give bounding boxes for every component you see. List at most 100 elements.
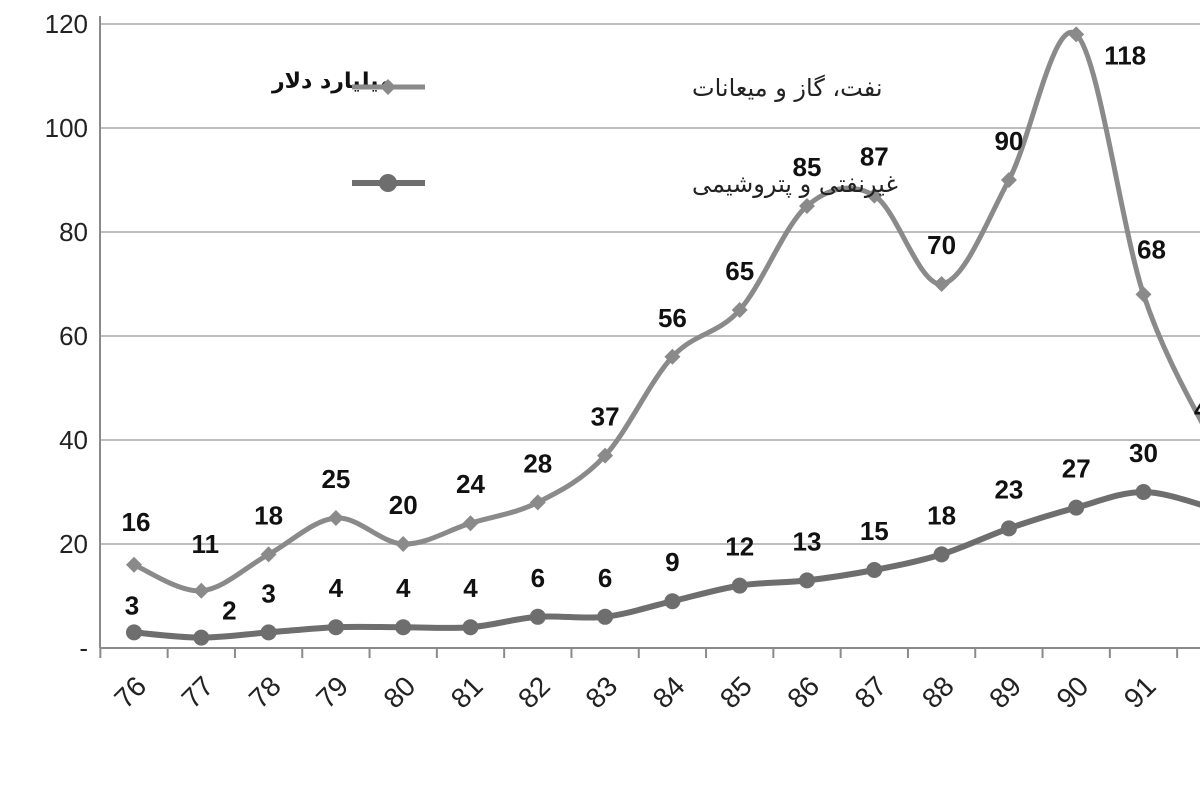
data-label-oil: 24	[456, 469, 485, 499]
legend-item-oil: نفت، گاز و میعانات	[352, 74, 883, 102]
data-label-nonoil: 23	[994, 474, 1023, 504]
data-point-oil	[1000, 172, 1017, 188]
data-point-oil	[933, 276, 950, 292]
data-label-oil: 18	[254, 500, 283, 530]
unit-label: میلیارد دلار	[271, 69, 393, 94]
data-label-oil: 56	[658, 303, 687, 333]
data-label-oil: 90	[994, 126, 1023, 156]
data-point-nonoil	[664, 593, 681, 610]
data-point-oil	[462, 515, 479, 532]
data-label-nonoil: 6	[598, 563, 612, 593]
data-label-nonoil: 15	[860, 516, 889, 546]
data-label-oil: 28	[523, 448, 552, 478]
data-point-oil	[260, 546, 277, 563]
data-point-oil	[731, 302, 748, 318]
data-label-oil: 16	[122, 507, 151, 537]
data-point-oil	[327, 510, 344, 526]
data-point-nonoil	[731, 577, 748, 594]
data-label-nonoil: 6	[531, 563, 545, 593]
data-point-nonoil	[260, 624, 277, 641]
y-tick-label: 80	[59, 217, 88, 247]
data-label-nonoil: 3	[125, 590, 139, 620]
data-point-nonoil	[1000, 520, 1017, 537]
data-label-nonoil: 12	[725, 532, 754, 562]
gridlines	[100, 23, 1200, 545]
data-label-oil: 85	[793, 152, 822, 182]
data-labels: 1611182520242837566585877090118684323444…	[122, 40, 1200, 625]
legend-item-nonoil: غیرنفتی و پتروشیمی	[352, 170, 898, 198]
x-tick-label: 91	[1118, 670, 1162, 714]
data-label-nonoil: 2	[222, 596, 236, 626]
data-point-nonoil	[529, 608, 546, 625]
data-label-oil: 68	[1137, 234, 1166, 264]
data-point-nonoil	[799, 572, 815, 589]
data-label-oil: 11	[192, 529, 220, 559]
data-point-nonoil	[327, 619, 344, 636]
y-axis: - 20 40 60 80 100 120	[45, 9, 101, 663]
x-tick-label: 77	[176, 670, 220, 714]
y-tick-label: -	[79, 633, 88, 663]
y-tick-label: 120	[45, 9, 88, 39]
x-tick-label: 87	[849, 670, 893, 714]
data-label-oil: 118	[1104, 40, 1146, 70]
legend-label-oil: نفت، گاز و میعانات	[692, 74, 883, 102]
data-point-oil	[193, 582, 210, 599]
data-point-nonoil	[462, 619, 479, 636]
data-label-nonoil: 18	[927, 500, 956, 530]
data-point-oil	[126, 556, 142, 573]
x-tick-label: 81	[445, 670, 489, 714]
x-tick-label: 83	[579, 670, 623, 714]
x-tick-label: 90	[1050, 670, 1094, 714]
data-point-oil	[799, 198, 815, 214]
data-point-oil	[866, 187, 883, 204]
y-tick-label: 40	[59, 425, 88, 455]
data-point-nonoil	[126, 624, 142, 641]
x-tick-label: 84	[647, 670, 691, 714]
data-label-nonoil: 30	[1129, 438, 1158, 468]
data-point-oil	[529, 494, 546, 511]
data-point-nonoil	[1135, 484, 1152, 500]
data-label-nonoil: 4	[463, 573, 478, 603]
data-point-nonoil	[597, 608, 614, 625]
y-tick-label: 20	[59, 529, 88, 559]
data-label-nonoil: 9	[665, 547, 679, 577]
data-label-oil: 25	[321, 464, 350, 494]
data-point-oil	[597, 447, 614, 464]
data-point-oil	[395, 536, 412, 552]
data-label-nonoil: 27	[1062, 454, 1091, 484]
data-point-oil	[1068, 26, 1085, 43]
legend-marker-oil	[380, 79, 396, 95]
data-point-oil	[1135, 286, 1152, 303]
x-tick-label: 88	[916, 670, 960, 714]
data-label-oil: 87	[860, 142, 889, 172]
data-point-oil	[664, 348, 681, 365]
y-tick-label: 60	[59, 321, 88, 351]
data-point-nonoil	[1068, 499, 1085, 516]
x-tick-label: 82	[512, 670, 556, 714]
data-label-oil: 70	[927, 230, 956, 260]
data-label-oil: 20	[389, 490, 418, 520]
data-label-oil: 4	[1194, 394, 1200, 424]
legend: نفت، گاز و میعانات غیرنفتی و پتروشیمی	[352, 74, 898, 198]
legend-label-nonoil: غیرنفتی و پتروشیمی	[692, 170, 898, 198]
data-point-nonoil	[866, 562, 883, 578]
data-label-nonoil: 4	[396, 573, 411, 603]
data-label-oil: 65	[725, 256, 754, 286]
data-point-nonoil	[933, 546, 950, 563]
y-tick-label: 100	[45, 113, 88, 143]
legend-marker-nonoil	[379, 174, 397, 192]
x-tick-label: 79	[310, 670, 354, 714]
data-label-nonoil: 13	[793, 526, 822, 556]
x-tick-label: 89	[983, 670, 1027, 714]
data-label-oil: 37	[591, 402, 620, 432]
data-point-nonoil	[395, 619, 412, 636]
x-tick-label: 85	[714, 670, 758, 714]
x-tick-label: 78	[243, 670, 287, 714]
x-tick-label: 76	[108, 670, 152, 714]
x-tick-label: 80	[377, 670, 421, 714]
data-label-nonoil: 3	[261, 578, 275, 608]
data-label-nonoil: 4	[329, 573, 344, 603]
x-tick-label: 86	[781, 670, 825, 714]
series-group	[126, 26, 1200, 646]
